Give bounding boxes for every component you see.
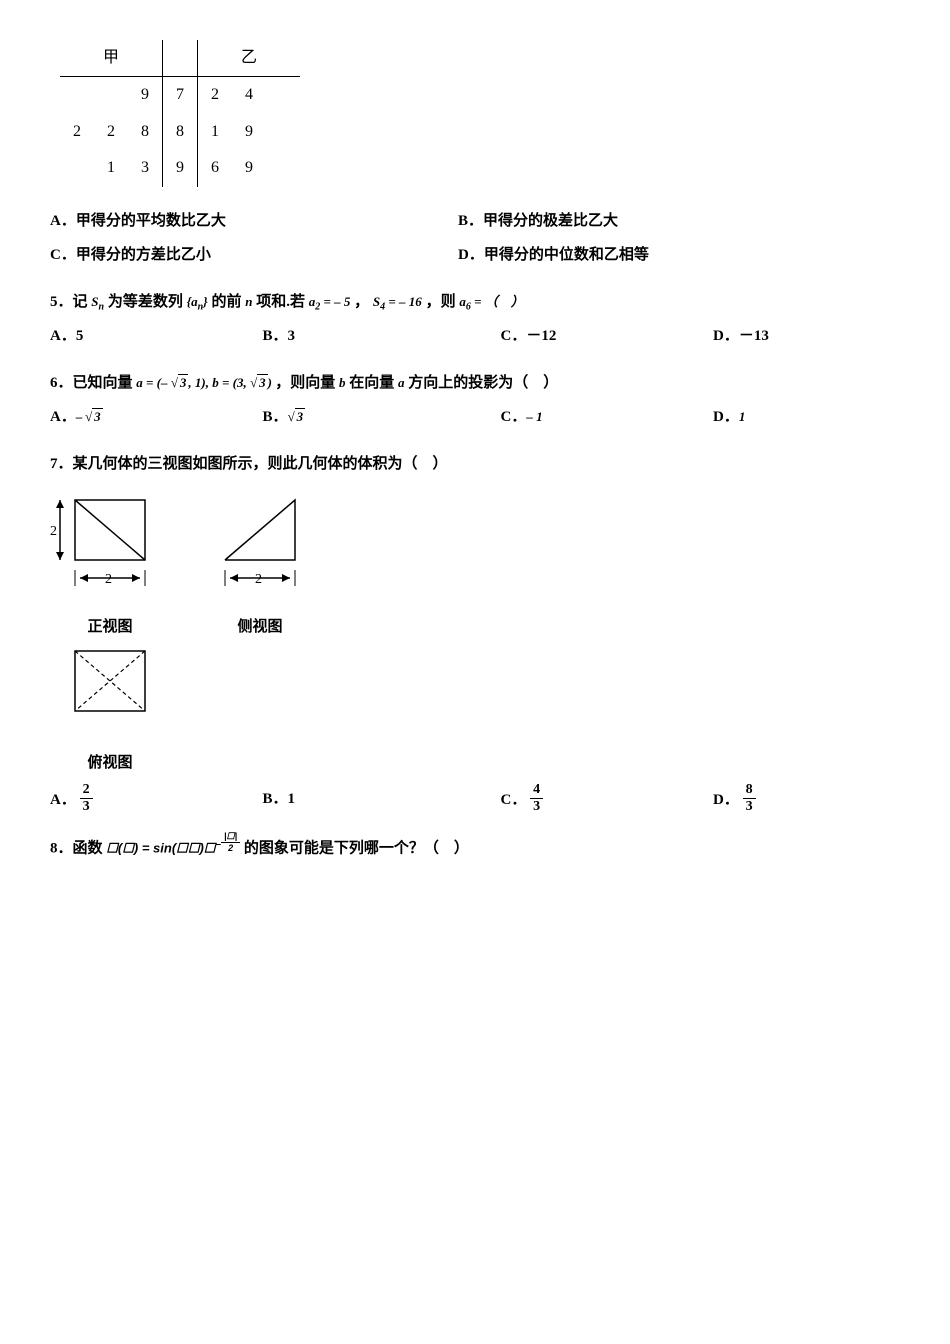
q6-opt-a: A．– √3 [50,403,263,432]
q4-opt-b: B．甲得分的极差比乙大 [458,207,866,236]
q6-b: b [339,375,346,390]
cell: 9 [232,114,266,150]
cell: 8 [128,114,163,150]
cell [94,77,128,114]
stem: 9 [163,150,198,186]
q6-tail3: 方向上的投影为（ ） [408,375,558,391]
q5-options: A．5 B．3 C．－12 D．－13 [50,322,900,351]
q4-opt-a: A．甲得分的平均数比乙大 [50,207,458,236]
top-view-svg [50,641,170,736]
q6-opt-b: B．√3 [263,403,501,432]
q6-opt-c: C．– 1 [501,403,714,432]
q6-pre: 6．已知向量 [50,375,133,391]
q8-pre: 8．函数 [50,841,103,857]
q5-c2: ，则 [426,294,456,310]
cell [266,114,300,150]
q6-a: a [398,375,405,390]
cell [60,77,94,114]
q5-opt-c: C．－12 [501,322,714,351]
svg-text:2: 2 [255,572,262,587]
q5-sn: Sn [91,294,104,309]
q8-mid: 的图象可能是下列哪一个？（ ） [244,841,469,857]
cell: 9 [232,150,266,186]
cell [266,77,300,114]
cell: 3 [128,150,163,186]
q6-tail2: 在向量 [349,375,394,391]
svg-text:2: 2 [50,524,57,539]
q5-mid2: 的前 [211,294,241,310]
cell: 4 [232,77,266,114]
svg-text:2: 2 [105,572,112,587]
stem: 8 [163,114,198,150]
three-views-figure: 2 2 正视图 2 侧视图 [50,490,900,777]
q5-mid1: 为等差数列 [108,294,183,310]
side-view-svg: 2 [200,490,320,600]
header-yi: 乙 [198,40,301,77]
cell: 9 [128,77,163,114]
q6-tail: ，则向量 [275,375,335,391]
q6-opt-d: D．1 [713,403,900,432]
q7-stem: 7．某几何体的三视图如图所示，则此几何体的体积为（ ） [50,450,900,479]
q8-formula: ☐(☐) = sin(☐☐)☐–|☐|2 [106,834,240,861]
side-view-label: 侧视图 [200,613,320,642]
q5-an: {an} [187,294,208,309]
stem-leaf-table: 甲 乙 9 7 2 4 2 2 8 8 1 9 1 3 9 6 9 [60,40,300,187]
q4-opt-d: D．甲得分的中位数和乙相等 [458,241,866,270]
q5-opt-b: B．3 [263,322,501,351]
cell: 2 [94,114,128,150]
q7-opt-c: C． 43 [501,785,714,816]
q7-opt-a: A． 23 [50,785,263,816]
top-view-label: 俯视图 [50,749,170,778]
q7-opt-b: B．1 [263,785,501,816]
q4-opt-c: C．甲得分的方差比乙小 [50,241,458,270]
front-view-label: 正视图 [50,613,170,642]
side-view: 2 侧视图 [200,490,320,641]
q5-opt-a: A．5 [50,322,263,351]
cell: 2 [60,114,94,150]
q5-a6: a6 = （ ） [459,294,523,309]
header-jia: 甲 [60,40,163,77]
q6-vec: a = (– √3, 1), b = (3, √3) [136,375,275,390]
q6-stem: 6．已知向量 a = (– √3, 1), b = (3, √3) ，则向量 b… [50,369,900,398]
q5-stem: 5．记 Sn 为等差数列 {an} 的前 n 项和.若 a2 = – 5 ， S… [50,288,900,317]
header-blank [163,40,198,77]
q5-c1: ， [354,294,369,310]
cell: 6 [198,150,233,186]
front-view: 2 2 正视图 [50,490,170,641]
q5-opt-d: D．－13 [713,322,900,351]
cell [266,150,300,186]
front-view-svg: 2 2 [50,490,170,600]
q4-options-row2: C．甲得分的方差比乙小 D．甲得分的中位数和乙相等 [50,241,900,270]
cell: 2 [198,77,233,114]
q5-s4: S4 = – 16 [373,294,422,309]
q5-mid3: 项和.若 [256,294,305,310]
q7-opt-d: D． 83 [713,785,900,816]
cell: 1 [198,114,233,150]
q6-options: A．– √3 B．√3 C．– 1 D．1 [50,403,900,432]
q7-options: A． 23 B．1 C． 43 D． 83 [50,785,900,816]
q8-stem: 8．函数 ☐(☐) = sin(☐☐)☐–|☐|2 的图象可能是下列哪一个？（ … [50,834,900,863]
sqrt-icon: √3 [250,371,268,396]
q5-n: n [245,294,252,309]
cell: 1 [94,150,128,186]
q5-a2: a2 = – 5 [309,294,351,309]
stem: 7 [163,77,198,114]
q5-pre: 5．记 [50,294,88,310]
top-view: 俯视图 [50,641,170,777]
q4-options-row1: A．甲得分的平均数比乙大 B．甲得分的极差比乙大 [50,207,900,236]
sqrt-icon: √3 [171,371,189,396]
cell [60,150,94,186]
